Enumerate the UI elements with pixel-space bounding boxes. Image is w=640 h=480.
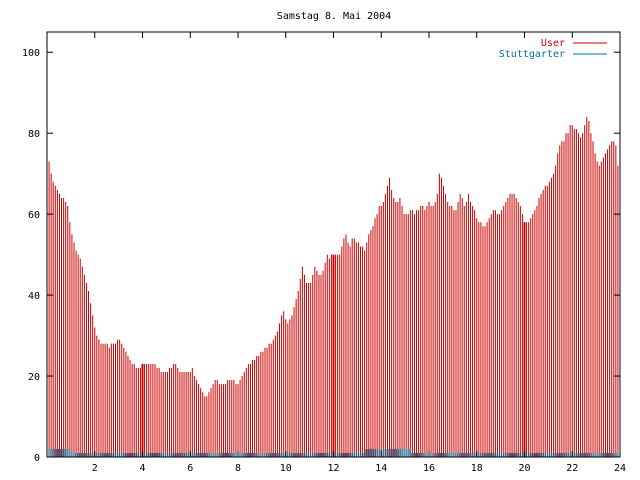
- bar-user-highlight-4: [141, 363, 144, 457]
- x-tick-label: 2: [92, 463, 98, 474]
- chart-title: Samstag 8. Mai 2004: [277, 11, 391, 22]
- x-axis: 2 4 6 8 10 12 14 16 18 20 22 24: [92, 32, 626, 474]
- y-tick-label: 80: [28, 129, 40, 140]
- legend-label-stuttgarter: Stuttgarter: [499, 49, 565, 60]
- y-tick-label: 0: [34, 453, 40, 464]
- bar-user-highlight-12: [332, 254, 335, 457]
- x-tick-label: 22: [566, 463, 578, 474]
- x-tick-label: 24: [614, 463, 626, 474]
- y-tick-label: 20: [28, 372, 40, 383]
- x-tick-label: 6: [187, 463, 193, 474]
- x-tick-label: 14: [375, 463, 387, 474]
- y-tick-label: 100: [22, 48, 40, 59]
- y-tick-label: 40: [28, 291, 40, 302]
- legend: User Stuttgarter: [499, 38, 607, 60]
- series-stuttgarter-bars: [48, 448, 621, 457]
- x-tick-label: 10: [280, 463, 292, 474]
- bar-user-highlight-20: [523, 222, 526, 457]
- x-tick-label: 12: [327, 463, 339, 474]
- x-tick-label: 20: [518, 463, 530, 474]
- y-tick-label: 60: [28, 210, 40, 221]
- series-user-bars: [48, 117, 621, 457]
- x-tick-label: 4: [139, 463, 145, 474]
- legend-label-user: User: [541, 38, 565, 49]
- x-tick-label: 18: [471, 463, 483, 474]
- x-tick-label: 8: [235, 463, 241, 474]
- y-axis: 0 20 40 60 80 100: [22, 48, 620, 464]
- x-tick-label: 16: [423, 463, 435, 474]
